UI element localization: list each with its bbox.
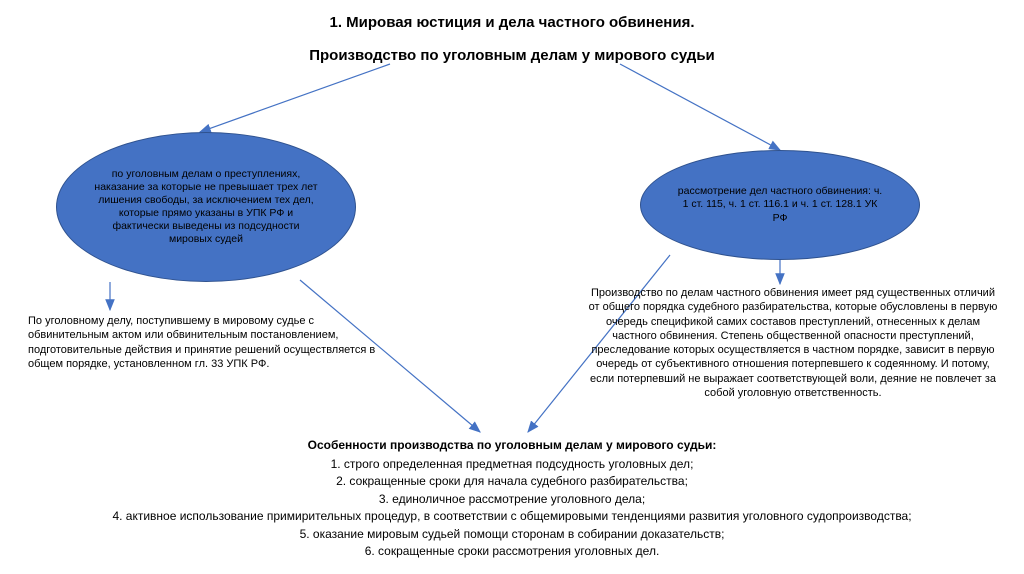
- paragraph-left: По уголовному делу, поступившему в миров…: [28, 314, 388, 371]
- features-item: 6. сокращенные сроки рассмотрения уголов…: [0, 543, 1024, 560]
- features-item: 4. активное использование примирительных…: [0, 508, 1024, 525]
- features-item: 2. сокращенные сроки для начала судебног…: [0, 473, 1024, 490]
- ellipse-left-text: по уголовным делам о преступлениях, нака…: [91, 168, 321, 247]
- features-list: 1. строго определенная предметная подсуд…: [0, 456, 1024, 560]
- page-title-1: 1. Мировая юстиция и дела частного обвин…: [0, 14, 1024, 31]
- page-title-2: Производство по уголовным делам у мирово…: [0, 47, 1024, 64]
- features-title: Особенности производства по уголовным де…: [0, 438, 1024, 452]
- arrow: [200, 64, 390, 132]
- ellipse-private-prosecution: рассмотрение дел частного обвинения: ч. …: [640, 150, 920, 260]
- features-item: 5. оказание мировым судьей помощи сторон…: [0, 526, 1024, 543]
- features-item: 3. единоличное рассмотрение уголовного д…: [0, 491, 1024, 508]
- ellipse-right-text: рассмотрение дел частного обвинения: ч. …: [675, 185, 885, 224]
- arrow: [620, 64, 780, 150]
- paragraph-right: Производство по делам частного обвинения…: [588, 286, 998, 400]
- ellipse-criminal-cases: по уголовным делам о преступлениях, нака…: [56, 132, 356, 282]
- features-item: 1. строго определенная предметная подсуд…: [0, 456, 1024, 473]
